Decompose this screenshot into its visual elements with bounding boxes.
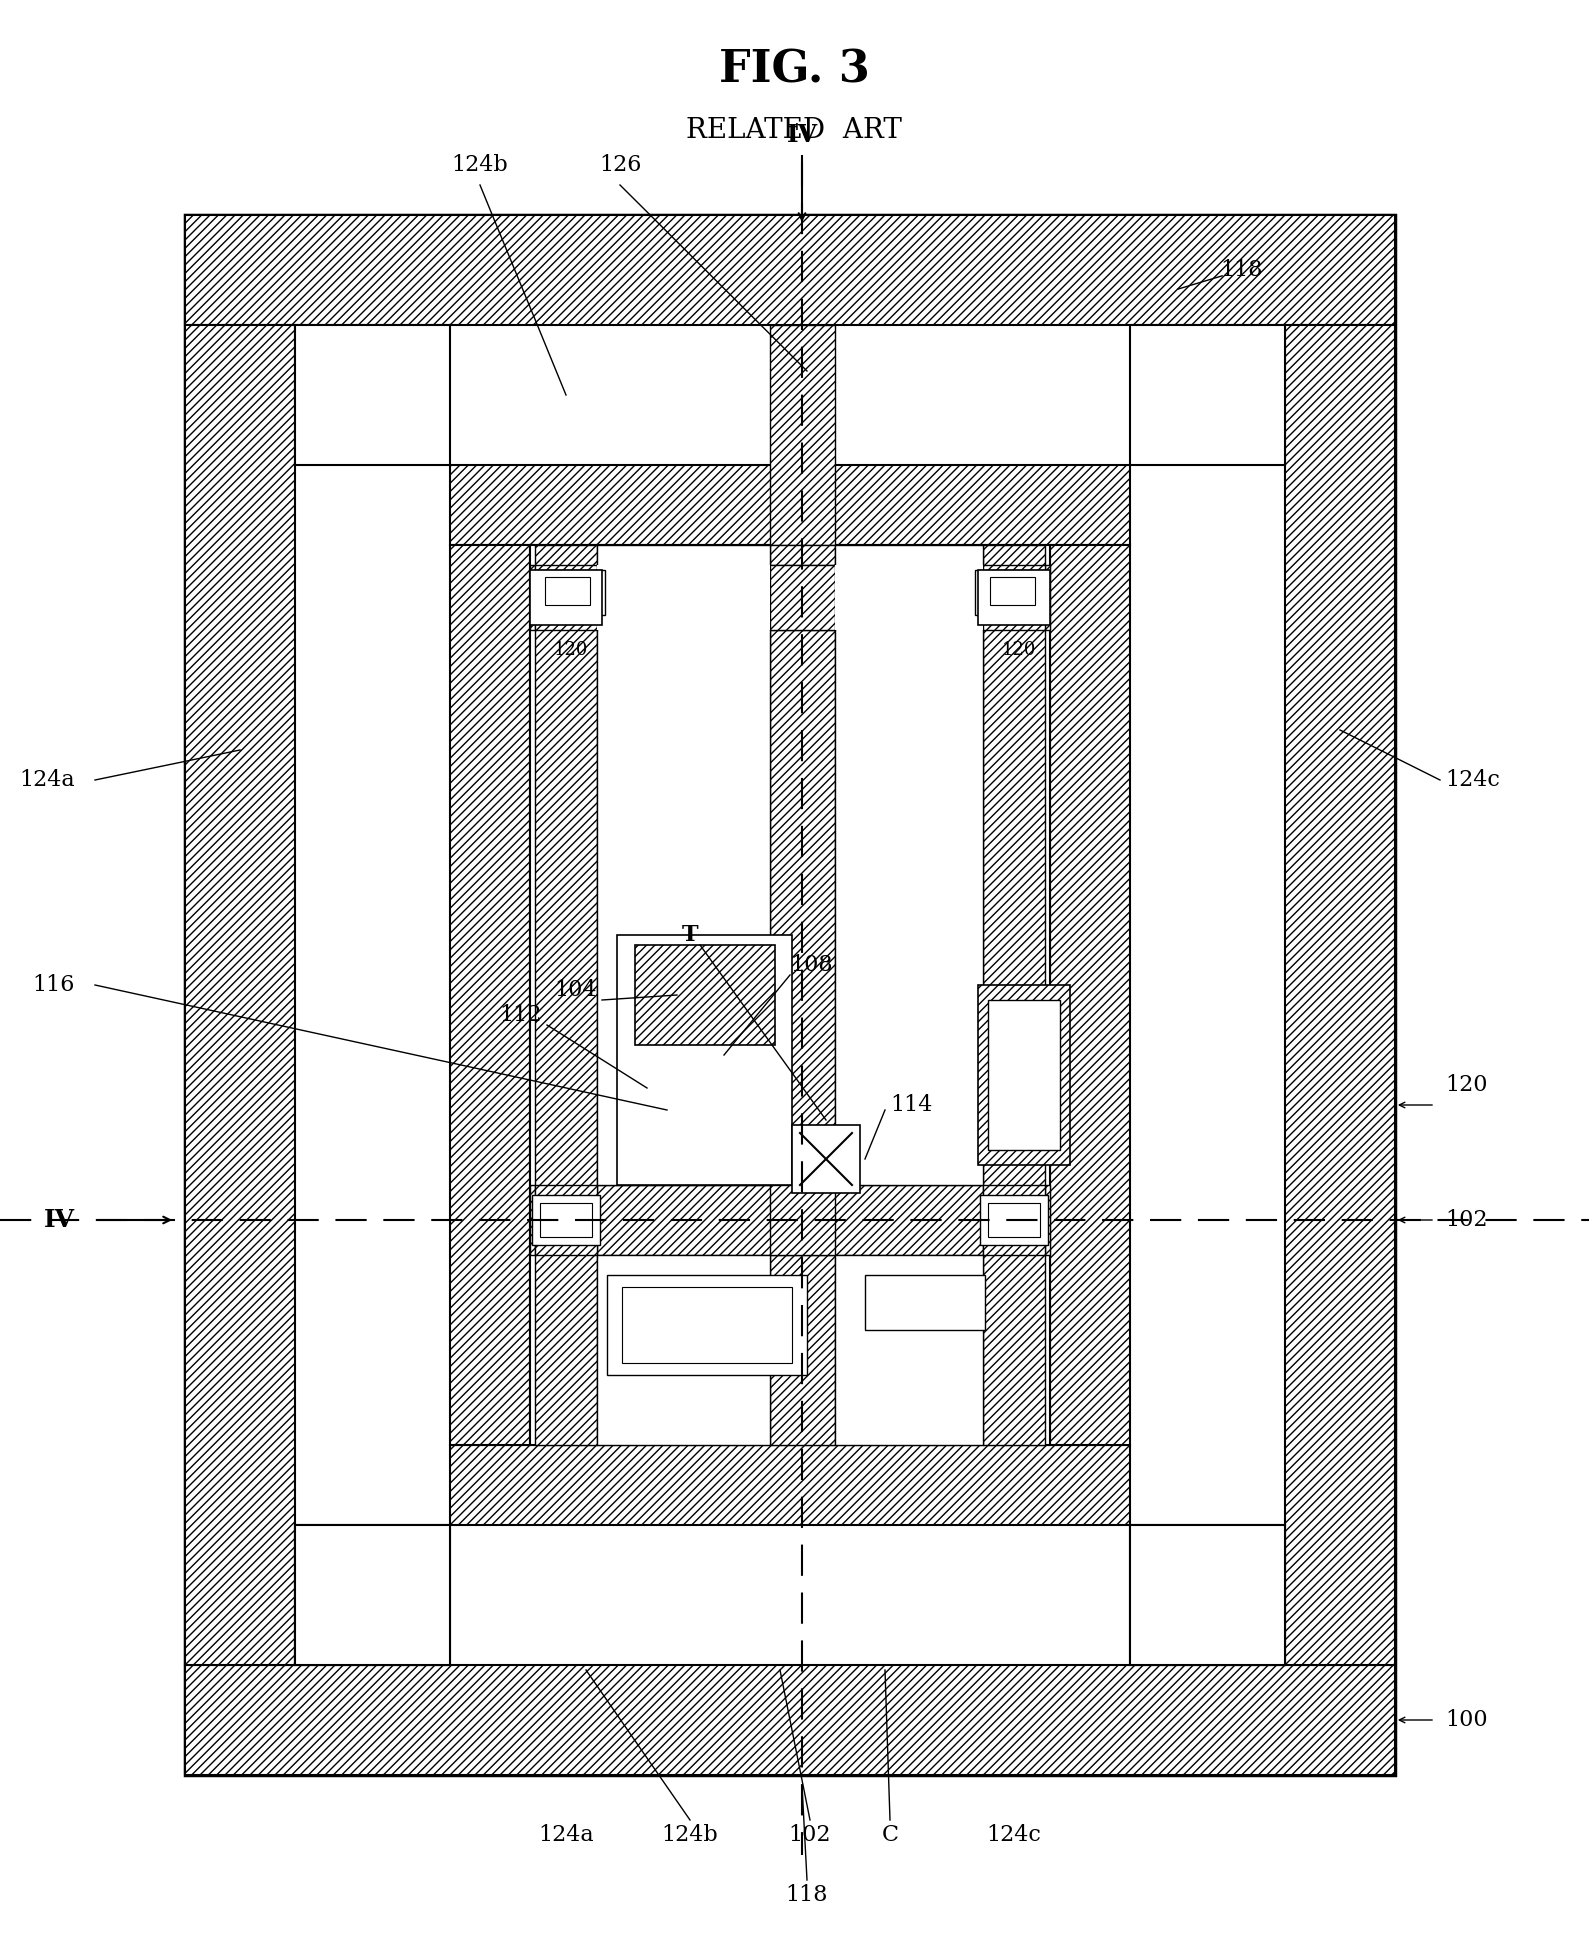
Text: 120: 120: [1444, 1074, 1487, 1095]
Bar: [531, 545, 1050, 1446]
Text: 108: 108: [790, 954, 833, 976]
Bar: [984, 564, 1046, 631]
Text: 112: 112: [499, 1005, 542, 1027]
Bar: [535, 564, 597, 631]
Bar: [834, 1256, 984, 1446]
Bar: [450, 1446, 1130, 1524]
Bar: [621, 1287, 791, 1363]
Bar: [597, 545, 771, 1185]
Text: IV: IV: [44, 1209, 75, 1232]
Bar: [597, 1256, 771, 1446]
Text: T: T: [682, 925, 698, 946]
Bar: [296, 1524, 450, 1665]
Text: 124b: 124b: [451, 155, 508, 176]
Text: 120: 120: [1001, 641, 1036, 658]
Text: 102: 102: [1444, 1209, 1487, 1230]
Bar: [771, 545, 834, 1446]
Bar: [597, 564, 771, 631]
Bar: [1130, 325, 1286, 464]
Text: 124c: 124c: [1444, 770, 1500, 791]
Bar: [771, 1185, 834, 1256]
Bar: [184, 215, 1395, 1775]
Text: 114: 114: [890, 1093, 933, 1117]
Bar: [535, 1185, 597, 1256]
Bar: [535, 545, 597, 1446]
Bar: [296, 1524, 450, 1665]
Text: IV: IV: [787, 123, 817, 147]
Bar: [184, 1665, 1395, 1775]
Bar: [607, 1275, 807, 1375]
Text: 116: 116: [33, 974, 75, 995]
Bar: [1130, 1524, 1286, 1665]
Bar: [1286, 325, 1395, 1665]
Bar: [184, 215, 1395, 325]
Text: 104: 104: [555, 980, 597, 1001]
Bar: [834, 545, 984, 1185]
Bar: [976, 570, 1046, 615]
Text: 118: 118: [785, 1885, 828, 1906]
Text: 120: 120: [555, 641, 588, 658]
Bar: [977, 570, 1050, 625]
Text: 124a: 124a: [19, 770, 75, 791]
Bar: [984, 545, 1046, 1446]
Bar: [296, 325, 450, 464]
Text: C: C: [882, 1824, 898, 1845]
Bar: [977, 985, 1069, 1166]
Bar: [531, 570, 602, 625]
Bar: [791, 1124, 860, 1193]
Bar: [980, 1195, 1049, 1246]
Bar: [988, 999, 1060, 1150]
Bar: [636, 944, 775, 1044]
Text: 100: 100: [1444, 1708, 1487, 1732]
Text: 126: 126: [599, 155, 642, 176]
Bar: [864, 1275, 985, 1330]
Bar: [771, 564, 834, 631]
Bar: [628, 1044, 782, 1175]
Text: 124b: 124b: [661, 1824, 718, 1845]
Bar: [535, 570, 605, 615]
Bar: [1130, 1524, 1286, 1665]
Text: RELATED  ART: RELATED ART: [686, 116, 903, 143]
Bar: [450, 464, 1130, 545]
Bar: [531, 564, 1050, 631]
Bar: [988, 1203, 1039, 1236]
Text: 118: 118: [1220, 259, 1263, 280]
Bar: [771, 325, 834, 545]
Bar: [184, 325, 296, 1665]
Bar: [532, 1195, 601, 1246]
Bar: [545, 578, 590, 605]
Bar: [540, 1203, 593, 1236]
Bar: [531, 1185, 1050, 1256]
Bar: [984, 1185, 1046, 1256]
Text: 124c: 124c: [987, 1824, 1041, 1845]
Bar: [617, 934, 791, 1185]
Text: 124a: 124a: [539, 1824, 594, 1845]
Bar: [450, 545, 531, 1446]
Text: FIG. 3: FIG. 3: [718, 49, 869, 92]
Bar: [1050, 545, 1130, 1446]
Bar: [990, 578, 1034, 605]
Text: 102: 102: [788, 1824, 831, 1845]
Bar: [834, 564, 984, 631]
